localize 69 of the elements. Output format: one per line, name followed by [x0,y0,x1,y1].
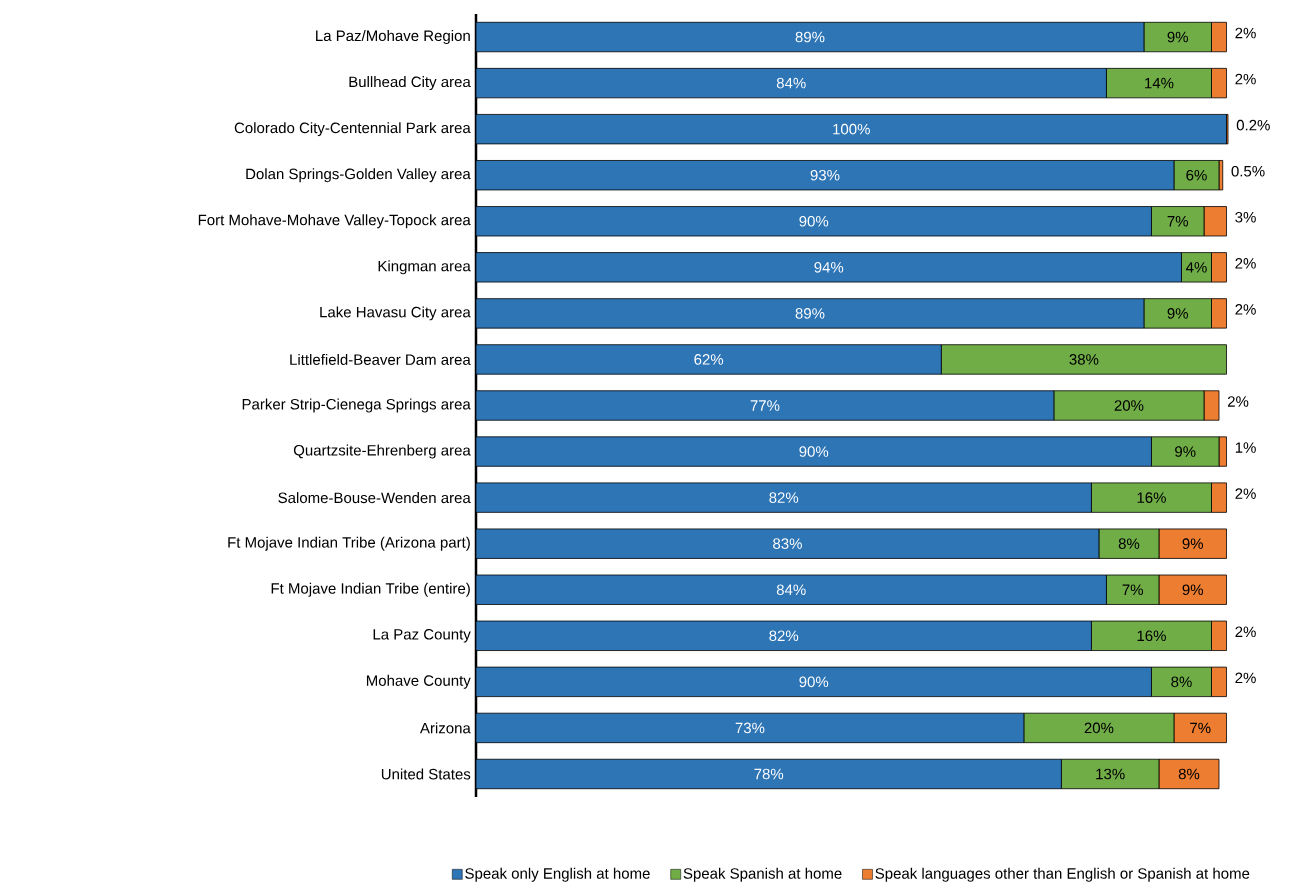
data-label: 7% [1190,722,1211,734]
data-label: 8% [1118,538,1140,549]
data-label: 2% [1235,304,1256,315]
data-label: 78% [754,768,784,780]
data-label: 20% [1114,400,1144,411]
data-label: 2% [1235,626,1256,638]
data-label: 8% [1171,676,1192,688]
y-tick-label: Mohave County [366,674,471,689]
data-label: 38% [1069,354,1099,365]
y-tick-label: Fort Mohave-Mohave Valley-Topock area [198,214,471,229]
y-tick-label: La Paz County [373,629,471,643]
data-label: 90% [799,676,829,688]
data-label: 9% [1167,31,1189,43]
y-tick-label: Arizona [419,722,471,734]
data-label: 0.5% [1231,165,1265,177]
data-label: 82% [769,492,799,503]
data-label: 2% [1235,27,1256,39]
data-label: 13% [1096,768,1125,780]
data-label: 7% [1122,584,1143,595]
y-tick-label: Colorado City-Centennial Park area [234,122,471,137]
data-label: 93% [810,169,840,181]
data-label: 14% [1145,77,1174,89]
y-tick-label: Ft Mojave Indian Tribe (Arizona part) [228,536,470,551]
data-label: 94% [814,262,844,273]
data-label: 89% [795,308,825,319]
y-tick-label: Littlefield-Beaver Dam area [290,353,471,365]
y-tick-label: Ft Mojave Indian Tribe (entire) [271,582,470,597]
data-label: 73% [735,722,765,734]
data-label: 9% [1167,308,1189,319]
data-label: 16% [1137,630,1166,642]
data-label: 90% [799,446,829,457]
data-label: 83% [773,538,802,549]
y-tick-label: Dolan Springs-Golden Valley area [246,168,471,183]
data-label: 90% [799,215,829,227]
y-tick-label: Kingman area [378,260,471,275]
data-label: 2% [1235,488,1256,499]
data-label: 9% [1182,538,1204,549]
legend-label: Speak languages other than English or Spanish at home [875,867,1250,882]
data-label: 20% [1084,722,1114,734]
y-tick-label: Salome-Bouse-Wenden area [278,492,471,504]
y-tick-label: Parker Strip-Cienega Springs area [242,398,471,413]
y-tick-label: Lake Havasu City area [320,306,471,321]
data-label: 0.2% [1236,119,1270,131]
legend-label: Speak Spanish at home [683,867,842,882]
data-label: 89% [795,31,825,43]
data-label: 2% [1235,672,1256,684]
data-label: 7% [1167,216,1189,227]
y-tick-label: La Paz/Mohave Region [316,30,470,45]
data-label: 77% [750,400,780,411]
y-tick-label: United States [381,768,471,780]
data-label: 3% [1235,211,1256,223]
data-label: 8% [1178,768,1200,780]
data-label: 9% [1175,446,1196,457]
data-label: 84% [776,77,806,89]
data-label: 62% [694,354,724,365]
data-label: 9% [1182,584,1204,596]
data-label: 6% [1186,169,1207,181]
data-label: 100% [833,123,870,135]
data-label: 2% [1235,73,1256,85]
data-label: 84% [776,584,806,596]
data-label: 1% [1235,442,1256,453]
data-label: 4% [1185,262,1207,273]
data-label: 82% [769,630,799,642]
y-tick-label: Quartzsite-Ehrenberg area [293,444,471,459]
y-tick-label: Bullhead City area [349,76,471,91]
data-label: 2% [1227,396,1249,407]
legend-label: Speak only English at home [465,867,650,882]
data-label: 16% [1137,492,1166,503]
data-label: 2% [1235,258,1256,269]
